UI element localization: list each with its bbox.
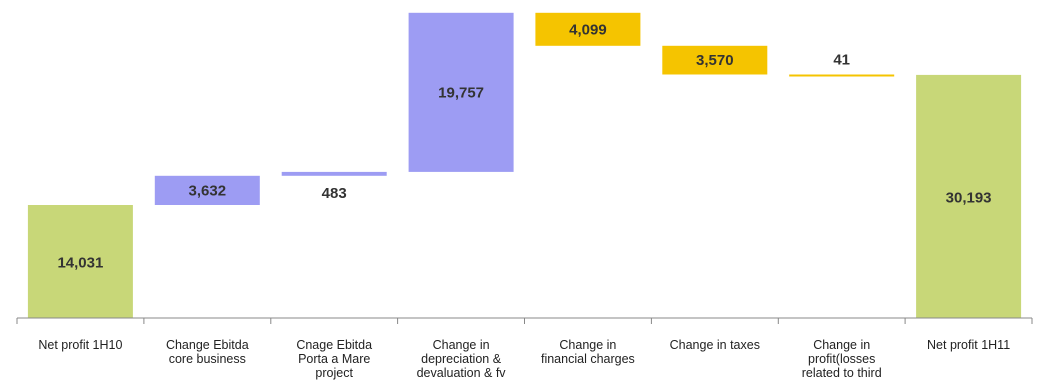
category-label-3: Cnage Ebitda Porta a Mare project <box>296 338 372 380</box>
bar-4 <box>408 12 514 172</box>
bar-2 <box>154 175 260 205</box>
bar-3 <box>281 171 387 176</box>
value-label-8: 30,193 <box>946 189 992 206</box>
bar-1 <box>27 205 133 318</box>
bar-6 <box>662 45 768 75</box>
category-label-7: Change in profit(losses related to third <box>802 338 882 380</box>
value-label-3: 483 <box>322 185 347 202</box>
category-label-5: Change in financial charges <box>541 338 635 366</box>
x-axis <box>16 317 1033 324</box>
value-label-2: 3,632 <box>189 182 227 199</box>
value-label-7: 41 <box>833 52 850 69</box>
category-label-2: Change Ebitda core business <box>166 338 249 366</box>
bar-7 <box>789 74 895 77</box>
value-labels-layer: 14,031 3,632 483 19,757 4,099 3,570 41 30,193 <box>57 21 991 271</box>
value-label-4: 19,757 <box>438 84 484 101</box>
category-labels-layer: Net profit 1H10 Change Ebitda core busines… <box>38 338 1010 380</box>
category-label-4: Change in depreciation & devaluation & fv <box>417 338 507 380</box>
value-label-5: 4,099 <box>569 21 607 38</box>
bar-8 <box>916 74 1022 319</box>
category-label-6: Change in taxes <box>670 338 760 352</box>
bar-5 <box>535 12 641 46</box>
value-label-6: 3,570 <box>696 52 734 69</box>
value-label-1: 14,031 <box>57 255 103 272</box>
category-label-1: Net profit 1H10 <box>38 338 122 352</box>
category-label-8: Net profit 1H11 <box>927 338 1010 352</box>
bars-layer <box>27 12 1022 319</box>
